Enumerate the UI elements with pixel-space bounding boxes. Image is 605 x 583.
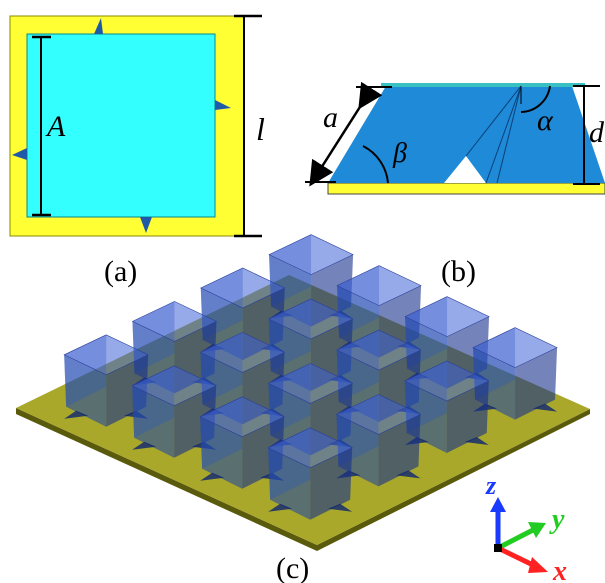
top-plate bbox=[336, 329, 422, 371]
angle-alpha-arc bbox=[520, 85, 551, 113]
axis-z-head bbox=[490, 497, 506, 512]
pyramid-foot bbox=[132, 441, 157, 450]
unit-cell-array bbox=[63, 234, 558, 520]
top-plate bbox=[268, 234, 354, 275]
inner-cyan-square bbox=[26, 33, 216, 218]
top-plate bbox=[404, 296, 490, 337]
pyramid-foot bbox=[64, 410, 89, 419]
tab-top bbox=[94, 18, 103, 34]
top-plate bbox=[200, 267, 286, 309]
pyramid-foot bbox=[533, 403, 558, 412]
top-plate bbox=[131, 301, 218, 342]
dim-d-label: d bbox=[589, 116, 605, 149]
caption-b: (b) bbox=[441, 255, 476, 288]
pyramid-face-right bbox=[310, 447, 353, 520]
axis-x-head bbox=[528, 557, 548, 573]
pyramid-face-left bbox=[200, 416, 243, 489]
inner-edge-3 bbox=[496, 85, 522, 184]
dim-a-label: a bbox=[323, 101, 338, 134]
pyramid-face-right bbox=[446, 381, 489, 453]
pyramid-foot bbox=[268, 503, 293, 512]
angle-beta-label: β bbox=[392, 138, 407, 169]
tab-left bbox=[12, 148, 27, 160]
top-plate bbox=[268, 298, 354, 340]
pyramid-face-left bbox=[64, 354, 107, 427]
top-plate bbox=[131, 365, 217, 407]
substrate-bar bbox=[327, 182, 605, 195]
pyramid-face-right bbox=[378, 414, 421, 487]
top-plate bbox=[336, 265, 422, 306]
axis-y-arrow bbox=[496, 527, 535, 551]
axis-origin bbox=[494, 544, 502, 552]
panel-a: A l (a) bbox=[9, 14, 265, 288]
tab-right bbox=[215, 100, 231, 110]
white-gap-triangle bbox=[444, 156, 486, 183]
axis-y-label: y bbox=[549, 504, 565, 535]
pyramid-foot bbox=[328, 503, 353, 512]
axis-x-arrow bbox=[496, 545, 537, 569]
caption-a: (a) bbox=[104, 255, 137, 288]
inner-edge-2 bbox=[485, 85, 522, 184]
top-plate bbox=[199, 396, 285, 438]
axis-z-label: z bbox=[485, 471, 497, 500]
top-plate bbox=[472, 327, 558, 368]
pyramid-face-right bbox=[515, 347, 558, 420]
top-plate bbox=[404, 360, 490, 402]
pyramid-foot bbox=[396, 470, 421, 479]
axis-x-label: x bbox=[552, 556, 567, 583]
dim-A-label: A bbox=[45, 110, 66, 143]
pyramid-face-left bbox=[132, 385, 175, 458]
pyramid-cross-section bbox=[328, 86, 605, 183]
dim-a-arrow bbox=[309, 81, 383, 187]
axes-indicator: z y x bbox=[485, 471, 567, 583]
angle-alpha-label: α bbox=[537, 104, 554, 137]
caption-c: (c) bbox=[276, 552, 309, 583]
axis-y-head bbox=[528, 522, 546, 538]
top-plate bbox=[335, 394, 422, 435]
dim-l-label: l bbox=[256, 111, 265, 147]
top-plate bbox=[199, 332, 286, 373]
top-plate bbox=[63, 334, 149, 376]
inner-edge-1 bbox=[465, 85, 522, 157]
angle-beta-arc bbox=[362, 145, 389, 184]
tab-bottom bbox=[140, 217, 152, 233]
top-plate bbox=[267, 427, 353, 469]
panel-c: z y x (c) bbox=[16, 234, 590, 583]
pyramid-face-left bbox=[268, 447, 311, 520]
panel-b: a β α d (b) bbox=[305, 81, 605, 288]
pyramid-foot bbox=[464, 437, 489, 445]
pyramid-foot bbox=[200, 472, 225, 481]
top-plate bbox=[267, 363, 354, 404]
